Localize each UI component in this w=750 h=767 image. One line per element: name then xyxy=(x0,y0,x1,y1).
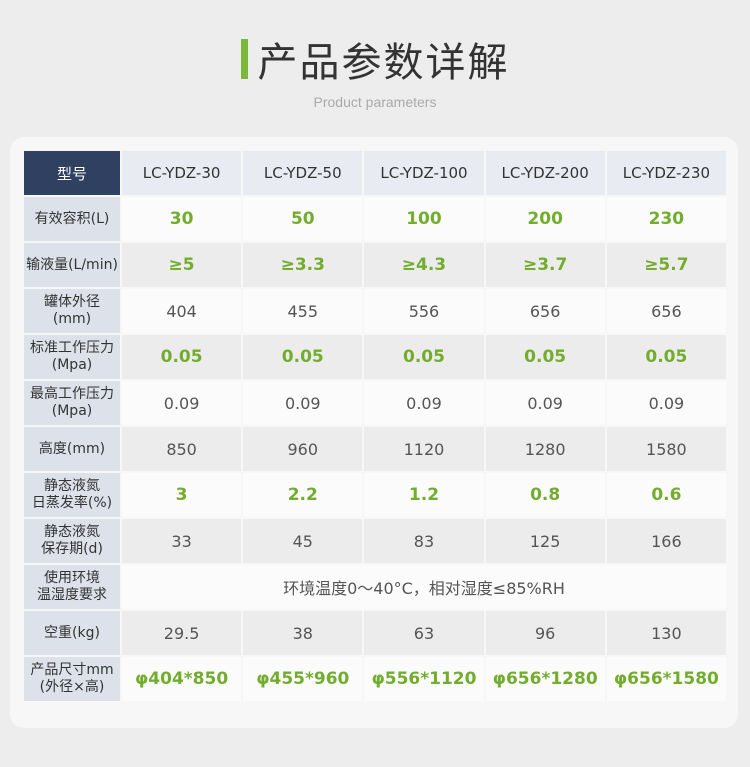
value-cell: 850 xyxy=(122,427,242,471)
row-label: 静态液氮 保存期(d) xyxy=(24,519,120,563)
value-cell: 404 xyxy=(122,289,242,333)
value-cell: 556 xyxy=(364,289,484,333)
value-cell: 455 xyxy=(243,289,363,333)
page-subtitle: Product parameters xyxy=(313,94,437,110)
table-row: 罐体外径 (mm) 404 455 556 656 656 xyxy=(24,289,726,333)
row-label: 静态液氮 日蒸发率(%) xyxy=(24,473,120,517)
value-cell: 656 xyxy=(485,289,605,333)
value-cell: 30 xyxy=(122,197,242,241)
value-cell: 1580 xyxy=(606,427,726,471)
table-row: 有效容积(L) 30 50 100 200 230 xyxy=(24,197,726,241)
value-cell: 656 xyxy=(606,289,726,333)
table-row: 输液量(L/min) ≥5 ≥3.3 ≥4.3 ≥3.7 ≥5.7 xyxy=(24,243,726,287)
value-cell: ≥3.7 xyxy=(485,243,605,287)
value-cell: 166 xyxy=(606,519,726,563)
value-cell: 33 xyxy=(122,519,242,563)
table-row: 标准工作压力 (Mpa) 0.05 0.05 0.05 0.05 0.05 xyxy=(24,335,726,379)
model-header: LC-YDZ-200 xyxy=(485,151,605,195)
table-row: 静态液氮 日蒸发率(%) 3 2.2 1.2 0.8 0.6 xyxy=(24,473,726,517)
row-label: 有效容积(L) xyxy=(24,197,120,241)
value-cell: 1.2 xyxy=(364,473,484,517)
value-cell: 100 xyxy=(364,197,484,241)
title-block: 产品参数详解 Product parameters xyxy=(0,30,750,110)
value-cell: 3 xyxy=(122,473,242,517)
parameters-table: 型号 LC-YDZ-30 LC-YDZ-50 LC-YDZ-100 LC-YDZ… xyxy=(22,149,728,703)
value-cell: φ404*850 xyxy=(122,657,242,701)
row-label: 最高工作压力 (Mpa) xyxy=(24,381,120,425)
row-label: 输液量(L/min) xyxy=(24,243,120,287)
title-accent-bar xyxy=(240,39,248,79)
value-cell: 45 xyxy=(243,519,363,563)
model-header: LC-YDZ-50 xyxy=(243,151,363,195)
merged-cell: 环境温度0～40°C，相对湿度≤85%RH xyxy=(122,565,726,609)
page-title: 产品参数详解 xyxy=(257,40,510,86)
value-cell: 29.5 xyxy=(122,611,242,655)
value-cell: 0.6 xyxy=(606,473,726,517)
value-cell: 1280 xyxy=(485,427,605,471)
value-cell: 63 xyxy=(364,611,484,655)
value-cell: 0.05 xyxy=(485,335,605,379)
table-row: 高度(mm) 850 960 1120 1280 1580 xyxy=(24,427,726,471)
value-cell: 230 xyxy=(606,197,726,241)
row-label: 高度(mm) xyxy=(24,427,120,471)
value-cell: 0.05 xyxy=(364,335,484,379)
value-cell: 960 xyxy=(243,427,363,471)
table-row: 最高工作压力 (Mpa) 0.09 0.09 0.09 0.09 0.09 xyxy=(24,381,726,425)
value-cell: φ656*1280 xyxy=(485,657,605,701)
value-cell: 2.2 xyxy=(243,473,363,517)
row-label: 使用环境 温湿度要求 xyxy=(24,565,120,609)
value-cell: 38 xyxy=(243,611,363,655)
value-cell: 0.09 xyxy=(364,381,484,425)
model-header: LC-YDZ-100 xyxy=(364,151,484,195)
model-header: LC-YDZ-30 xyxy=(122,151,242,195)
value-cell: φ656*1580 xyxy=(606,657,726,701)
row-label: 空重(kg) xyxy=(24,611,120,655)
value-cell: φ556*1120 xyxy=(364,657,484,701)
value-cell: 83 xyxy=(364,519,484,563)
value-cell: ≥4.3 xyxy=(364,243,484,287)
table-row: 产品尺寸mm (外径×高) φ404*850 φ455*960 φ556*1120 φ65… xyxy=(24,657,726,701)
table-row: 使用环境 温湿度要求 环境温度0～40°C，相对湿度≤85%RH xyxy=(24,565,726,609)
value-cell: 50 xyxy=(243,197,363,241)
value-cell: 0.05 xyxy=(606,335,726,379)
row-label: 标准工作压力 (Mpa) xyxy=(24,335,120,379)
value-cell: φ455*960 xyxy=(243,657,363,701)
row-label: 罐体外径 (mm) xyxy=(24,289,120,333)
table-row: 静态液氮 保存期(d) 33 45 83 125 166 xyxy=(24,519,726,563)
value-cell: 200 xyxy=(485,197,605,241)
header-label: 型号 xyxy=(24,151,120,195)
value-cell: 0.09 xyxy=(243,381,363,425)
value-cell: 96 xyxy=(485,611,605,655)
value-cell: 130 xyxy=(606,611,726,655)
value-cell: 0.09 xyxy=(606,381,726,425)
row-label: 产品尺寸mm (外径×高) xyxy=(24,657,120,701)
value-cell: 0.05 xyxy=(243,335,363,379)
value-cell: 0.05 xyxy=(122,335,242,379)
value-cell: 125 xyxy=(485,519,605,563)
value-cell: 0.09 xyxy=(485,381,605,425)
header-row: 型号 LC-YDZ-30 LC-YDZ-50 LC-YDZ-100 LC-YDZ… xyxy=(24,151,726,195)
model-header: LC-YDZ-230 xyxy=(606,151,726,195)
value-cell: ≥5.7 xyxy=(606,243,726,287)
value-cell: ≥3.3 xyxy=(243,243,363,287)
value-cell: 1120 xyxy=(364,427,484,471)
table-row: 空重(kg) 29.5 38 63 96 130 xyxy=(24,611,726,655)
value-cell: 0.8 xyxy=(485,473,605,517)
value-cell: ≥5 xyxy=(122,243,242,287)
value-cell: 0.09 xyxy=(122,381,242,425)
